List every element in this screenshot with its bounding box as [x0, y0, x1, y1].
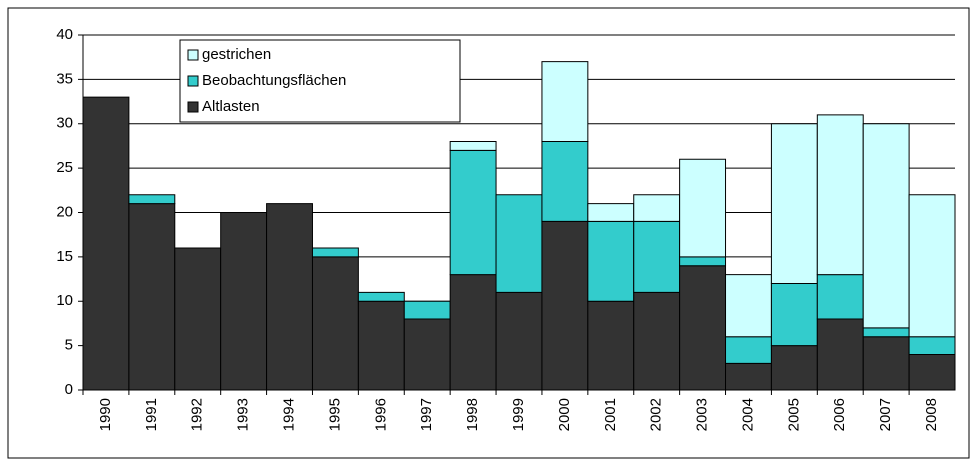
- bar-segment: [725, 274, 772, 338]
- y-tick-label: 5: [65, 337, 73, 354]
- legend-swatch: [187, 101, 199, 113]
- x-tick-label: 1996: [372, 398, 389, 431]
- bar-segment: [908, 194, 956, 338]
- bar-segment: [908, 354, 956, 391]
- bar-segment: [725, 362, 772, 391]
- x-tick-label: 2005: [785, 398, 802, 431]
- x-tick-label: 1992: [189, 398, 206, 431]
- bar-segment: [403, 300, 451, 320]
- legend-swatch: [187, 49, 199, 61]
- legend-label: Altlasten: [202, 98, 260, 115]
- x-tick-label: 2002: [648, 398, 665, 431]
- bar-segment: [679, 265, 727, 391]
- bar-segment: [495, 194, 543, 293]
- bar-segment: [357, 291, 405, 302]
- bar-segment: [541, 141, 589, 222]
- bar-segment: [862, 123, 910, 329]
- x-tick-label: 2003: [694, 398, 711, 431]
- x-tick-label: 1997: [418, 398, 435, 431]
- bar-segment: [633, 291, 681, 391]
- bar-segment: [770, 123, 818, 284]
- y-tick-label: 35: [56, 70, 73, 87]
- x-tick-label: 2001: [602, 398, 619, 431]
- y-tick-label: 0: [65, 381, 73, 398]
- bar-segment: [128, 203, 176, 391]
- bar-segment: [770, 283, 818, 347]
- bar-segment: [220, 212, 268, 391]
- x-tick-label: 2008: [923, 398, 940, 431]
- x-tick-label: 1991: [143, 398, 160, 431]
- x-tick-label: 2006: [831, 398, 848, 431]
- bar-segment: [449, 274, 497, 391]
- bar-segment: [816, 114, 864, 276]
- x-tick-label: 1990: [97, 398, 114, 431]
- bar-segment: [908, 336, 956, 355]
- bar-segment: [770, 345, 818, 391]
- bar-segment: [587, 220, 635, 302]
- bar-segment: [266, 203, 313, 391]
- x-tick-label: 2000: [556, 398, 573, 431]
- x-tick-label: 2004: [739, 398, 756, 431]
- y-tick-label: 40: [56, 26, 73, 43]
- bar-segment: [587, 203, 635, 222]
- bar-segment: [816, 274, 864, 320]
- bar-segment: [862, 336, 910, 391]
- x-tick-label: 1995: [326, 398, 343, 431]
- y-tick-label: 30: [56, 115, 73, 132]
- y-tick-label: 10: [56, 292, 73, 309]
- y-tick-label: 25: [56, 159, 73, 176]
- x-tick-label: 1994: [280, 398, 297, 431]
- y-tick-label: 20: [56, 203, 73, 220]
- x-tick-label: 1998: [464, 398, 481, 431]
- bar-segment: [633, 220, 681, 293]
- legend-box: [179, 39, 461, 123]
- bar-segment: [128, 194, 176, 205]
- bar-segment: [82, 96, 130, 391]
- bar-segment: [495, 291, 543, 391]
- bar-segment: [679, 256, 727, 267]
- bar-segment: [587, 300, 635, 391]
- y-tick-label: 15: [56, 248, 73, 265]
- bar-segment: [816, 318, 864, 391]
- bar-segment: [449, 149, 497, 276]
- bar-segment: [311, 247, 359, 258]
- bar-segment: [174, 247, 222, 391]
- legend-label: gestrichen: [202, 46, 271, 63]
- legend-swatch: [187, 75, 199, 87]
- bar-segment: [633, 194, 681, 222]
- x-tick-label: 2007: [877, 398, 894, 431]
- bar-segment: [725, 336, 772, 364]
- x-tick-label: 1999: [510, 398, 527, 431]
- bar-segment: [357, 300, 405, 391]
- legend-label: Beobachtungsflächen: [202, 72, 346, 89]
- bar-segment: [862, 327, 910, 338]
- bar-segment: [449, 141, 497, 151]
- bar-segment: [541, 61, 589, 142]
- bar-segment: [403, 318, 451, 391]
- bar-segment: [679, 158, 727, 258]
- x-tick-label: 1993: [235, 398, 252, 431]
- bar-segment: [541, 220, 589, 391]
- bar-segment: [311, 256, 359, 391]
